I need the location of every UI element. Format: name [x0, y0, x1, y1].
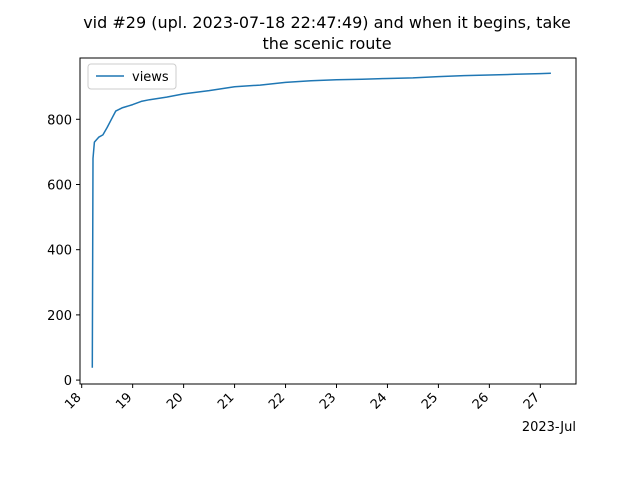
y-tick-label: 800 [47, 113, 72, 128]
y-tick-label: 400 [47, 244, 72, 259]
chart-title-line-1: vid #29 (upl. 2023-07-18 22:47:49) and w… [83, 13, 571, 32]
y-tick-label: 0 [64, 374, 72, 389]
plot-frame [79, 57, 577, 385]
x-offset-label: 2023-Jul [522, 420, 576, 435]
y-tick-label: 600 [47, 178, 72, 193]
series-line-views [91, 72, 551, 368]
legend: views [87, 63, 177, 90]
chart-title-line-2: the scenic route [262, 34, 391, 53]
y-tick-label: 200 [47, 309, 72, 324]
legend-label-views: views [132, 70, 169, 85]
